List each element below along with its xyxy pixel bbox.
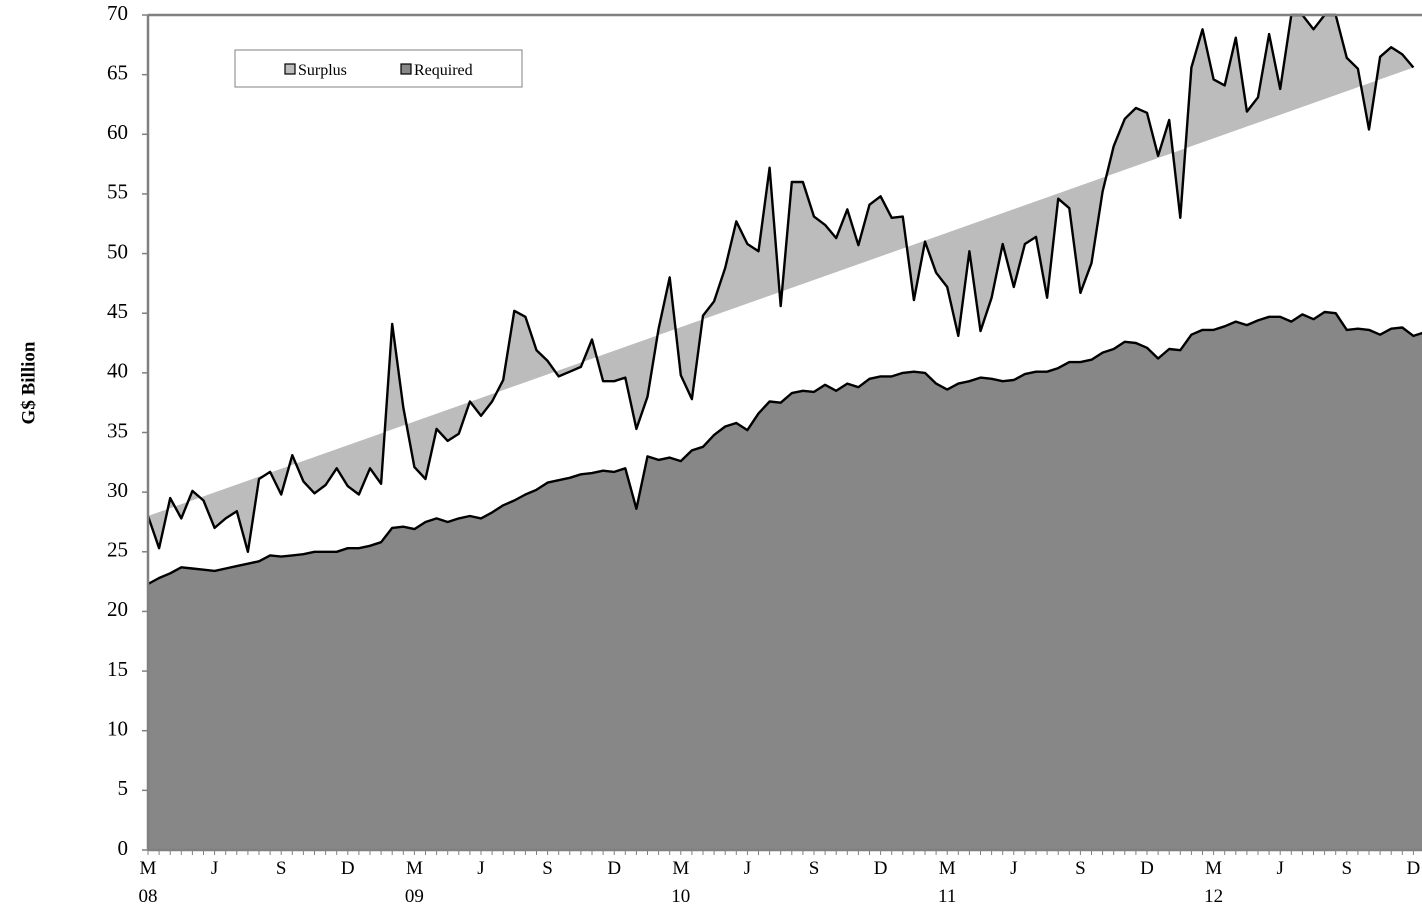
x-tick-label: M: [406, 858, 423, 879]
legend-label-surplus: Surplus: [298, 62, 347, 79]
x-year-label: 10: [671, 886, 690, 907]
x-tick-label: D: [1407, 858, 1421, 879]
legend-box: [235, 50, 522, 87]
x-tick-label: M: [672, 858, 689, 879]
x-year-label: 09: [405, 886, 424, 907]
y-tick-label: 30: [107, 478, 128, 502]
x-tick-label: D: [341, 858, 355, 879]
y-tick-label: 40: [107, 359, 128, 383]
x-tick-label: S: [276, 858, 287, 879]
x-tick-label: J: [477, 858, 484, 879]
y-tick-label: 45: [107, 299, 128, 323]
y-tick-label: 20: [107, 597, 128, 621]
series-required-area: [148, 312, 1422, 850]
y-tick-label: 0: [118, 836, 129, 860]
x-tick-label: D: [1140, 858, 1154, 879]
plot-area: [148, 15, 1422, 850]
x-tick-label: S: [809, 858, 820, 879]
x-tick-label: M: [939, 858, 956, 879]
x-year-label: 11: [938, 886, 956, 907]
x-year-label: 08: [139, 886, 158, 907]
x-tick-label: D: [607, 858, 621, 879]
x-tick-label: M: [140, 858, 157, 879]
y-tick-label: 25: [107, 538, 128, 562]
y-axis-label: G$ Billion: [18, 341, 39, 424]
x-tick-label: J: [744, 858, 751, 879]
x-tick-label: S: [542, 858, 553, 879]
x-tick-label: M: [1205, 858, 1222, 879]
x-axis: MJSDMJSDMJSDMJSDMJSDMJSDMJSDMJSDMJSDMJS0…: [139, 850, 1422, 907]
legend-swatch-required: [401, 64, 411, 74]
y-tick-label: 10: [107, 717, 128, 741]
y-tick-label: 70: [107, 1, 128, 25]
y-tick-label: 5: [118, 776, 129, 800]
x-tick-label: D: [874, 858, 888, 879]
x-year-label: 12: [1204, 886, 1223, 907]
legend-label-required: Required: [414, 62, 473, 79]
x-tick-label: J: [1010, 858, 1017, 879]
y-tick-label: 55: [107, 180, 128, 204]
legend-swatch-surplus: [285, 64, 295, 74]
y-tick-label: 60: [107, 120, 128, 144]
y-tick-label: 35: [107, 418, 128, 442]
x-tick-label: S: [1075, 858, 1086, 879]
x-tick-label: J: [211, 858, 218, 879]
y-tick-label: 65: [107, 60, 128, 84]
y-tick-label: 50: [107, 239, 128, 263]
x-tick-label: S: [1342, 858, 1353, 879]
legend: Surplus Required: [235, 50, 522, 87]
y-tick-label: 15: [107, 657, 128, 681]
y-axis: 0 5 10 15 20 25 30 35 40 45 50 55 60 65 70: [107, 1, 148, 860]
x-tick-label: J: [1276, 858, 1283, 879]
